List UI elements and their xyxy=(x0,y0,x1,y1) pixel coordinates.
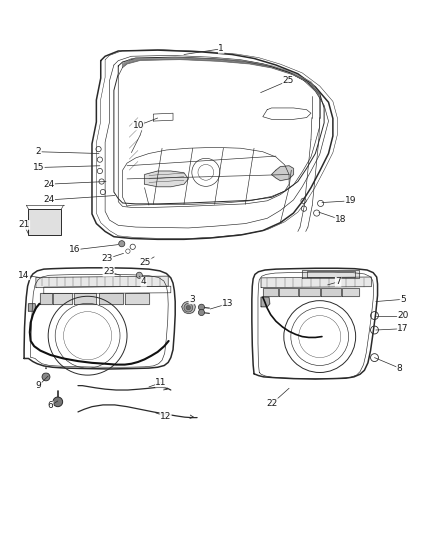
Polygon shape xyxy=(36,276,168,287)
Text: 24: 24 xyxy=(43,180,55,189)
Text: 14: 14 xyxy=(18,271,30,280)
Text: 25: 25 xyxy=(283,76,294,85)
Text: 11: 11 xyxy=(155,378,167,387)
Text: 6: 6 xyxy=(47,401,53,410)
Text: 19: 19 xyxy=(345,196,356,205)
Polygon shape xyxy=(125,293,149,304)
Polygon shape xyxy=(342,287,359,296)
Circle shape xyxy=(184,303,193,312)
Text: 18: 18 xyxy=(335,215,346,224)
Text: 23: 23 xyxy=(102,254,113,263)
Text: 17: 17 xyxy=(397,324,409,333)
Polygon shape xyxy=(263,287,278,296)
Polygon shape xyxy=(40,293,52,304)
Text: 13: 13 xyxy=(222,299,233,308)
Circle shape xyxy=(119,241,125,247)
Text: 2: 2 xyxy=(36,147,41,156)
Text: 10: 10 xyxy=(133,121,144,130)
Circle shape xyxy=(198,304,205,310)
Text: 8: 8 xyxy=(396,364,403,373)
Text: 15: 15 xyxy=(33,163,44,172)
Text: 22: 22 xyxy=(267,399,278,408)
Polygon shape xyxy=(99,293,123,304)
Circle shape xyxy=(42,373,50,381)
Text: 3: 3 xyxy=(189,295,195,304)
Circle shape xyxy=(198,310,205,316)
Polygon shape xyxy=(279,287,298,296)
Polygon shape xyxy=(299,287,320,296)
Text: 4: 4 xyxy=(141,277,146,286)
Text: 20: 20 xyxy=(397,311,409,320)
Polygon shape xyxy=(145,171,188,187)
Text: 25: 25 xyxy=(140,257,151,266)
Circle shape xyxy=(53,397,63,407)
Polygon shape xyxy=(321,287,341,296)
Polygon shape xyxy=(53,293,72,304)
Polygon shape xyxy=(74,293,96,304)
Polygon shape xyxy=(272,166,293,181)
Polygon shape xyxy=(182,302,195,313)
Polygon shape xyxy=(261,297,270,307)
Text: 21: 21 xyxy=(18,220,30,229)
Circle shape xyxy=(136,272,142,278)
Text: 23: 23 xyxy=(103,267,114,276)
Circle shape xyxy=(44,369,48,373)
Text: 16: 16 xyxy=(69,245,80,254)
Polygon shape xyxy=(261,277,371,287)
Polygon shape xyxy=(302,270,359,278)
Text: 7: 7 xyxy=(335,277,341,286)
Polygon shape xyxy=(123,58,320,96)
Polygon shape xyxy=(28,304,36,311)
Text: 1: 1 xyxy=(218,44,224,53)
Text: 12: 12 xyxy=(160,412,171,421)
Text: 24: 24 xyxy=(43,196,55,205)
Bar xyxy=(28,209,61,235)
Text: 9: 9 xyxy=(35,381,42,390)
Text: 5: 5 xyxy=(400,295,406,304)
Circle shape xyxy=(186,305,191,310)
